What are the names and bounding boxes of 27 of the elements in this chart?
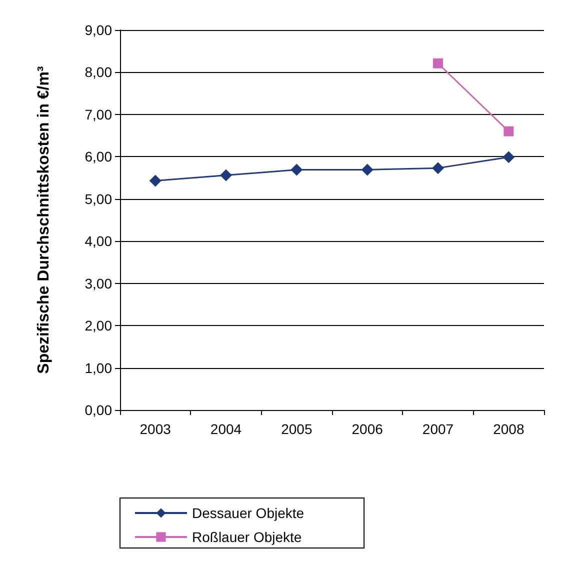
y-tick-label: 5,00: [84, 190, 112, 207]
point: [502, 151, 515, 164]
x-tick-label: 2008: [493, 421, 524, 437]
point: [361, 164, 374, 176]
legend-label: Dessauer Objekte: [192, 505, 304, 521]
y-tick-label: 1,00: [84, 360, 112, 376]
y-tick-label: 9,00: [84, 22, 112, 38]
y-tick-label: 6,00: [84, 148, 112, 165]
y-tick-label: 2,00: [84, 318, 112, 334]
point: [149, 174, 162, 187]
x-tick-label: 2004: [210, 421, 242, 437]
point: [432, 162, 444, 174]
y-axis-title: Spezifische Durchschnittskosten in €/m³: [36, 66, 52, 374]
point: [220, 169, 232, 182]
x-tick-label: 2007: [422, 421, 454, 437]
legend-label: Roßlauer Objekte: [192, 529, 302, 545]
point: [504, 126, 514, 136]
y-tick-label: 4,00: [84, 233, 112, 250]
point: [290, 164, 303, 176]
y-tick-label: 7,00: [84, 106, 112, 122]
x-tick-label: 2006: [352, 421, 384, 437]
x-tick-label: 2003: [140, 421, 172, 437]
point: [433, 58, 443, 68]
y-tick-label: 3,00: [84, 275, 112, 292]
y-tick-label: 0,00: [84, 402, 112, 418]
x-tick-label: 2005: [281, 421, 312, 437]
y-tick-label: 8,00: [84, 64, 112, 80]
